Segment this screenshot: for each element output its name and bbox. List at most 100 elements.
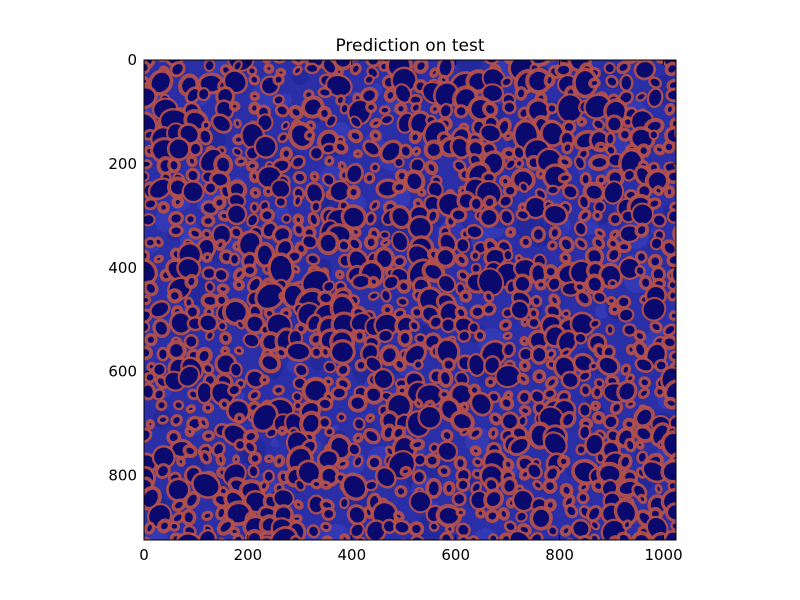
tubule: [171, 195, 184, 209]
tubule-lumen: [668, 90, 676, 100]
tubule: [393, 156, 405, 169]
tubule-lumen: [656, 188, 661, 193]
tubule-lumen: [686, 187, 691, 192]
tubule: [682, 436, 697, 451]
tubule-lumen: [633, 204, 653, 224]
tubule: [363, 171, 376, 185]
tubule-lumen: [580, 196, 588, 208]
tubule-lumen: [529, 71, 548, 91]
tubule: [197, 87, 211, 102]
tubule-lumen: [506, 134, 510, 138]
tubule: [616, 240, 632, 254]
tubule-lumen: [509, 230, 512, 234]
tubule-lumen: [295, 226, 302, 234]
tubule: [592, 236, 606, 250]
tubule: [249, 187, 262, 199]
tubule: [340, 204, 368, 231]
tubule-lumen: [619, 63, 628, 71]
tubule: [347, 128, 364, 144]
tubule-lumen: [258, 245, 272, 265]
tubule-lumen: [456, 107, 466, 116]
tubule: [634, 222, 650, 238]
tubule-lumen: [235, 137, 242, 142]
tubule-lumen: [212, 173, 228, 186]
tubule: [545, 102, 558, 115]
tubule: [213, 153, 234, 176]
tubule: [666, 78, 676, 92]
tubule: [676, 99, 701, 123]
tubule-lumen: [518, 211, 528, 219]
tubule-ring: [685, 248, 698, 263]
tubule-lumen: [392, 232, 408, 251]
x-tick-label: 600: [441, 546, 470, 564]
tubule-lumen: [229, 194, 244, 207]
tubule-lumen: [686, 390, 694, 400]
tubule: [500, 76, 513, 88]
tubule-lumen: [621, 76, 632, 90]
tubule: [168, 211, 185, 226]
tubule: [301, 234, 318, 250]
tubule-lumen: [368, 104, 374, 110]
tubule-lumen: [244, 254, 255, 267]
tubule: [253, 134, 278, 159]
tubule-lumen: [203, 268, 215, 278]
tubule-lumen: [665, 163, 675, 172]
tubule-lumen: [216, 199, 223, 206]
tubule-ring: [685, 400, 697, 413]
tubule-lumen: [684, 313, 689, 318]
tubule-ring: [288, 60, 306, 66]
tubule-lumen: [161, 205, 166, 210]
tubule: [618, 127, 632, 142]
tubule: [407, 215, 434, 241]
tubule: [677, 338, 704, 366]
tubule-lumen: [505, 151, 513, 156]
tubule-lumen: [435, 83, 457, 106]
tubule-lumen: [620, 244, 629, 250]
tubule-lumen: [610, 241, 616, 247]
tubule: [562, 183, 579, 200]
tubule-lumen: [681, 77, 700, 95]
tubule-ring: [680, 428, 693, 442]
tubule: [167, 157, 181, 173]
tubule-lumen: [365, 142, 379, 155]
tubule-lumen: [662, 60, 676, 67]
tubule-lumen: [649, 89, 662, 106]
tubule-lumen: [449, 50, 453, 55]
tubule-lumen: [365, 76, 373, 83]
tubule: [153, 254, 164, 264]
tubule: [546, 184, 560, 196]
tubule-lumen: [276, 198, 285, 206]
tubule-lumen: [159, 349, 167, 359]
tubule: [588, 77, 601, 89]
tubule: [168, 224, 184, 238]
tubule-lumen: [576, 157, 584, 168]
tubule: [393, 83, 413, 104]
tubule-lumen: [499, 121, 508, 134]
tubule: [618, 90, 634, 106]
x-tick-label: 800: [545, 546, 574, 564]
tubule: [649, 236, 664, 251]
tubule-lumen: [307, 184, 322, 203]
tubule: [321, 142, 337, 155]
x-tick-label: 0: [139, 546, 149, 564]
tubule: [676, 167, 704, 193]
tubule: [290, 154, 306, 170]
tubule-lumen: [526, 198, 546, 217]
tubule-lumen: [320, 234, 336, 252]
tubule-lumen: [459, 49, 469, 59]
tubule-lumen: [680, 171, 701, 190]
tubule: [274, 103, 290, 118]
tubule: [685, 400, 697, 413]
tubule: [548, 225, 562, 241]
tubule-lumen: [412, 134, 418, 141]
tubule-lumen: [521, 206, 524, 209]
tubule: [505, 226, 517, 238]
tubule-lumen: [372, 202, 378, 209]
tubule-lumen: [582, 175, 589, 184]
tubule: [498, 194, 513, 209]
tubule: [184, 86, 202, 104]
tubule: [408, 130, 422, 144]
tubule-lumen: [550, 243, 555, 248]
tubule-lumen: [410, 217, 431, 238]
tubule-lumen: [502, 78, 511, 85]
